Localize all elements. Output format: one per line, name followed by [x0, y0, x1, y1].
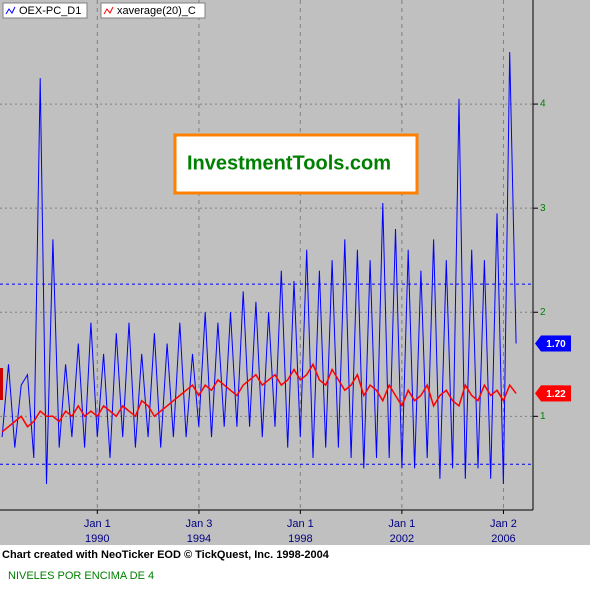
- y-tick-label: 4: [540, 99, 546, 110]
- watermark-text: InvestmentTools.com: [187, 152, 391, 174]
- watermark-box: [173, 133, 419, 195]
- last-value-label: 1.22: [546, 389, 566, 400]
- x-tick-label: Jan 1: [388, 518, 415, 530]
- watermark: InvestmentTools.com: [173, 133, 419, 195]
- x-tick-label: 2006: [491, 533, 515, 545]
- y-tick-label: 2: [540, 307, 546, 318]
- legend-box: [2, 2, 88, 19]
- y-tick-label: 3: [540, 203, 546, 214]
- y-tick-label: 1: [540, 411, 546, 422]
- x-tick-label: 1990: [85, 533, 109, 545]
- x-tick-label: Jan 1: [84, 518, 111, 530]
- last-value-label: 1.70: [546, 339, 566, 350]
- x-tick-label: Jan 2: [490, 518, 517, 530]
- legend: OEX-PC_D1 xaverage(20)_C: [2, 2, 206, 19]
- legend-swatch: [103, 6, 114, 15]
- legend-label: OEX-PC_D1: [19, 5, 81, 17]
- x-tick-label: 2002: [390, 533, 414, 545]
- plot: [1, 51, 517, 485]
- legend-label: xaverage(20)_C: [117, 5, 196, 17]
- series-line: [1, 51, 517, 485]
- x-tick-label: Jan 3: [185, 518, 212, 530]
- last-value-box: [541, 335, 571, 352]
- legend-box: [100, 2, 206, 19]
- last-value-box: [541, 385, 571, 402]
- chart-background: [0, 0, 590, 545]
- caption: NIVELES POR ENCIMA DE 4: [8, 570, 154, 582]
- left-marker: [0, 368, 3, 400]
- axes: 1 2 3 4 Jan 1 1990 Jan 3 1994 Jan 1 1998 Jan 1 2002…: [84, 99, 571, 545]
- x-tick-label: 1994: [187, 533, 211, 545]
- series-line: [1, 362, 517, 433]
- x-tick-label: 1998: [288, 533, 312, 545]
- legend-swatch: [5, 6, 16, 15]
- x-tick-label: Jan 1: [287, 518, 314, 530]
- footer: Chart created with NeoTicker EOD © TickQ…: [2, 549, 330, 561]
